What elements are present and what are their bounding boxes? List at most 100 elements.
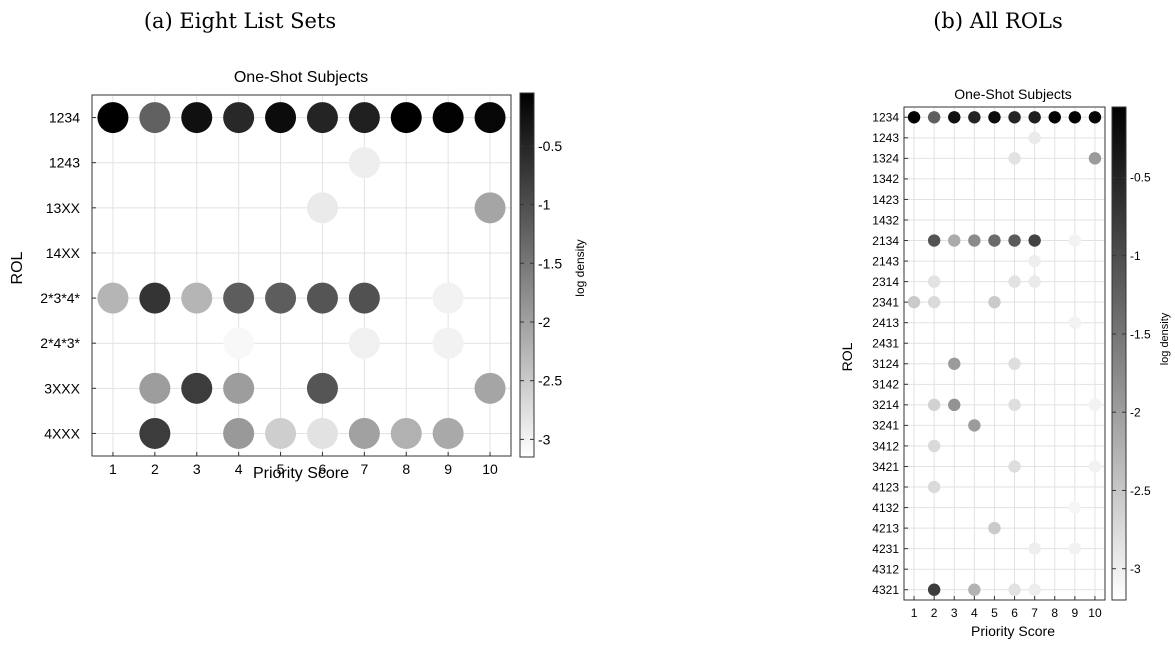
y-tick-label: 3124 — [872, 357, 899, 371]
data-point — [1008, 275, 1021, 288]
data-point — [1028, 234, 1041, 247]
panel-a-y-axis-label: ROL — [9, 251, 26, 284]
data-point — [139, 417, 171, 449]
data-point — [927, 234, 941, 247]
x-tick-label: 10 — [1088, 606, 1102, 620]
data-point — [1008, 111, 1021, 124]
colorbar-tick-label: -2.5 — [538, 373, 562, 389]
x-tick-label: 9 — [444, 461, 452, 477]
data-point — [1088, 111, 1102, 124]
data-point — [1008, 152, 1021, 165]
panel-b-chart: (b) All ROLs One-Shot Subjects Priority … — [839, 9, 1171, 639]
y-tick-label: 4132 — [872, 501, 899, 515]
colorbar-tick-label: -1 — [538, 197, 551, 213]
data-point — [306, 102, 338, 134]
data-point — [968, 111, 981, 124]
data-point — [265, 102, 297, 134]
panel-b-colorbar — [1111, 106, 1127, 601]
panel-a-chart: (a) Eight List Sets One-Shot Subjects Pr… — [9, 9, 587, 482]
y-tick-label: 2413 — [872, 316, 899, 330]
panel-b-x-ticks: 1 2 3 4 5 6 7 8 9 10 — [911, 596, 1102, 620]
data-point — [948, 111, 961, 124]
panel-a-title: One-Shot Subjects — [234, 69, 368, 86]
y-tick-label: 4213 — [872, 521, 899, 535]
y-tick-label: 14XX — [46, 245, 81, 261]
data-point — [1028, 131, 1041, 145]
x-tick-label: 6 — [319, 461, 327, 477]
data-point — [1028, 542, 1041, 555]
y-tick-label: 3214 — [872, 398, 899, 412]
y-tick-label: 3241 — [872, 419, 899, 433]
colorbar-tick-label: -0.5 — [1130, 171, 1151, 185]
colorbar-tick-label: -3 — [1130, 562, 1141, 576]
data-point — [1008, 583, 1021, 596]
y-tick-label: 3142 — [872, 378, 899, 392]
data-point — [1028, 275, 1041, 288]
data-point — [390, 417, 422, 449]
data-point — [139, 282, 171, 314]
y-tick-label: 2134 — [872, 234, 899, 248]
data-point — [968, 583, 981, 596]
data-point — [1028, 111, 1041, 124]
y-tick-label: 2431 — [872, 337, 899, 351]
data-point — [181, 372, 213, 404]
x-tick-label: 8 — [1051, 606, 1058, 620]
y-tick-label: 3XXX — [44, 380, 80, 396]
data-point — [223, 372, 255, 404]
panel-a-caption: (a) Eight List Sets — [144, 9, 336, 33]
data-point — [223, 327, 255, 359]
data-point — [348, 327, 380, 359]
colorbar-tick-label: -1.5 — [1130, 327, 1151, 341]
y-tick-label: 2143 — [872, 254, 899, 268]
y-tick-label: 1234 — [872, 111, 899, 125]
y-tick-label: 1234 — [49, 110, 80, 126]
x-tick-label: 10 — [482, 461, 498, 477]
x-tick-label: 3 — [951, 606, 958, 620]
data-point — [1068, 542, 1082, 555]
data-point — [927, 480, 941, 494]
x-tick-label: 6 — [1011, 606, 1018, 620]
data-point — [306, 192, 338, 224]
panel-a-colorbar — [519, 92, 535, 458]
data-point — [348, 417, 380, 449]
data-point — [432, 102, 464, 134]
data-point — [988, 234, 1001, 247]
data-point — [927, 275, 941, 288]
x-tick-label: 7 — [1031, 606, 1038, 620]
data-point — [1088, 152, 1102, 165]
colorbar-tick-label: -2 — [1130, 406, 1141, 420]
panel-b-markers — [907, 111, 1102, 596]
data-point — [1088, 398, 1102, 412]
data-point — [1048, 111, 1061, 124]
panel-a-y-ticks: 1234 1243 13XX 14XX 2*3*4* 2*4*3* 3XXX 4XXX — [40, 110, 96, 441]
data-point — [223, 417, 255, 449]
data-point — [948, 398, 961, 412]
y-tick-label: 2*4*3* — [40, 335, 80, 351]
data-point — [927, 295, 941, 309]
data-point — [948, 234, 961, 247]
y-tick-label: 3421 — [872, 460, 899, 474]
y-tick-label: 4321 — [872, 583, 899, 597]
y-tick-label: 2341 — [872, 295, 899, 309]
y-tick-label: 2*3*4* — [40, 290, 80, 306]
x-tick-label: 1 — [911, 606, 918, 620]
x-tick-label: 2 — [931, 606, 938, 620]
data-point — [432, 417, 464, 449]
panel-b-y-ticks: 1234 1243 1324 1342 1423 1432 2134 2143 2314 2341… — [872, 111, 908, 597]
data-point — [139, 102, 171, 134]
data-point — [907, 111, 921, 124]
data-point — [348, 102, 380, 134]
data-point — [927, 398, 941, 412]
colorbar-tick-label: -1 — [1130, 249, 1141, 263]
data-point — [474, 372, 506, 404]
x-tick-label: 3 — [193, 461, 201, 477]
data-point — [139, 372, 171, 404]
data-point — [181, 282, 213, 314]
data-point — [223, 102, 255, 134]
x-tick-label: 8 — [402, 461, 410, 477]
data-point — [474, 192, 506, 224]
data-point — [265, 282, 297, 314]
data-point — [348, 147, 380, 179]
x-tick-label: 7 — [360, 461, 368, 477]
